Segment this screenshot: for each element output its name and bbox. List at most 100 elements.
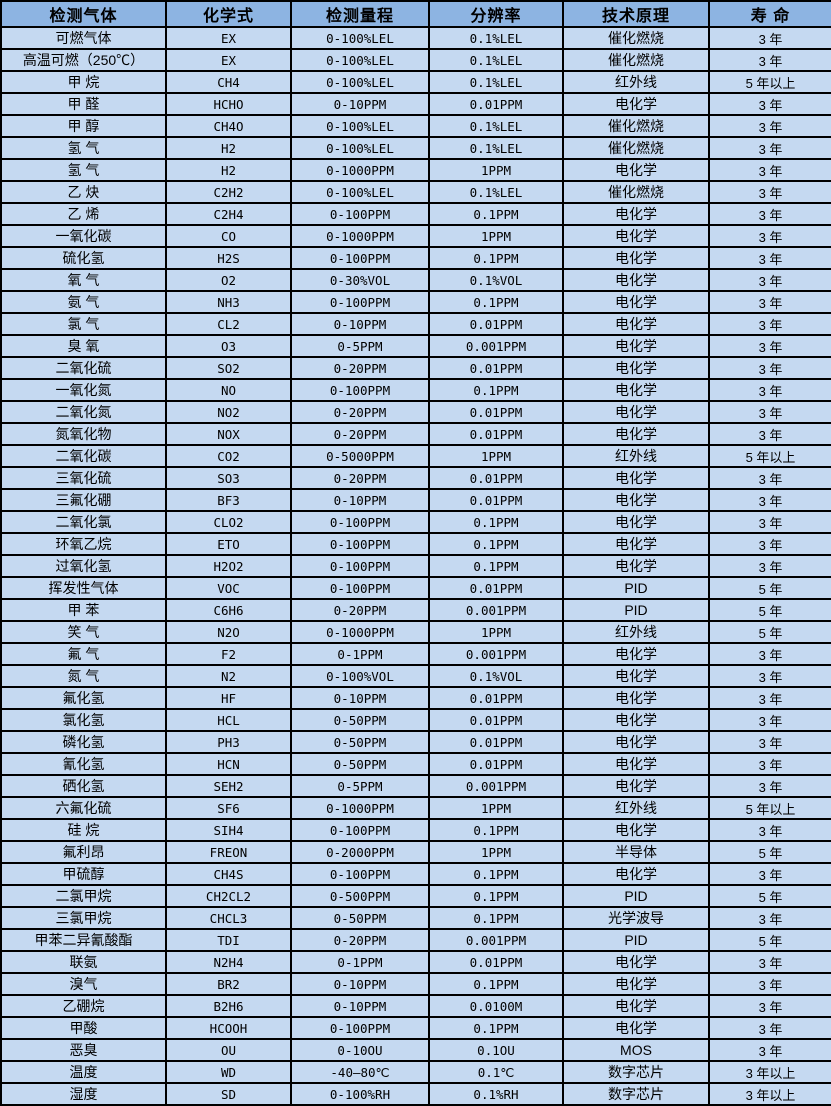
cell-principle: 电化学 <box>562 268 710 292</box>
cell-formula: CO2 <box>165 444 292 468</box>
cell-range: 0-1000PPM <box>290 224 430 248</box>
cell-gas: 二氯甲烷 <box>0 884 167 908</box>
cell-resolution: 0.01PPM <box>428 686 564 710</box>
cell-range: 0-100%LEL <box>290 180 430 204</box>
cell-principle: 电化学 <box>562 334 710 358</box>
cell-lifespan: 3 年 <box>708 862 831 886</box>
cell-principle: 数字芯片 <box>562 1082 710 1106</box>
cell-gas: 湿度 <box>0 1082 167 1106</box>
cell-formula: SD <box>165 1082 292 1106</box>
cell-resolution: 0.1PPM <box>428 290 564 314</box>
cell-resolution: 0.01PPM <box>428 488 564 512</box>
cell-resolution: 0.1%LEL <box>428 114 564 138</box>
cell-range: 0-30%VOL <box>290 268 430 292</box>
cell-resolution: 0.1PPM <box>428 532 564 556</box>
cell-resolution: 0.1%VOL <box>428 268 564 292</box>
cell-principle: 催化燃烧 <box>562 114 710 138</box>
cell-principle: 红外线 <box>562 620 710 644</box>
cell-formula: OU <box>165 1038 292 1062</box>
cell-range: 0-10PPM <box>290 972 430 996</box>
table-row: 二氧化氮 NO2 0-20PPM 0.01PPM 电化学 3 年 <box>0 400 831 424</box>
cell-formula: SO2 <box>165 356 292 380</box>
cell-formula: SF6 <box>165 796 292 820</box>
table-row: 三氧化硫 SO3 0-20PPM 0.01PPM 电化学 3 年 <box>0 466 831 490</box>
cell-lifespan: 3 年以上 <box>708 1060 831 1084</box>
table-row: 氨 气 NH3 0-100PPM 0.1PPM 电化学 3 年 <box>0 290 831 314</box>
cell-principle: 电化学 <box>562 664 710 688</box>
cell-range: 0-20PPM <box>290 422 430 446</box>
table-row: 磷化氢 PH3 0-50PPM 0.01PPM 电化学 3 年 <box>0 730 831 754</box>
cell-gas: 六氟化硫 <box>0 796 167 820</box>
cell-resolution: 0.1%LEL <box>428 70 564 94</box>
cell-lifespan: 5 年以上 <box>708 70 831 94</box>
header-row: 检测气体 化学式 检测量程 分辨率 技术原理 寿 命 <box>0 0 831 28</box>
cell-gas: 磷化氢 <box>0 730 167 754</box>
cell-principle: 数字芯片 <box>562 1060 710 1084</box>
cell-formula: CL2 <box>165 312 292 336</box>
cell-range: 0-2000PPM <box>290 840 430 864</box>
cell-gas: 三氟化硼 <box>0 488 167 512</box>
cell-lifespan: 3 年 <box>708 686 831 710</box>
cell-resolution: 0.001PPM <box>428 642 564 666</box>
cell-principle: 电化学 <box>562 686 710 710</box>
cell-principle: 电化学 <box>562 950 710 974</box>
table-row: 三氯甲烷 CHCL3 0-50PPM 0.1PPM 光学波导 3 年 <box>0 906 831 930</box>
cell-principle: 电化学 <box>562 994 710 1018</box>
cell-formula: PH3 <box>165 730 292 754</box>
cell-principle: 电化学 <box>562 290 710 314</box>
cell-principle: 电化学 <box>562 378 710 402</box>
cell-gas: 甲酸 <box>0 1016 167 1040</box>
cell-lifespan: 3 年 <box>708 92 831 116</box>
cell-range: 0-100%VOL <box>290 664 430 688</box>
cell-principle: MOS <box>562 1038 710 1062</box>
cell-range: 0-10PPM <box>290 312 430 336</box>
cell-lifespan: 5 年以上 <box>708 444 831 468</box>
cell-resolution: 0.1OU <box>428 1038 564 1062</box>
cell-gas: 乙硼烷 <box>0 994 167 1018</box>
cell-lifespan: 3 年 <box>708 906 831 930</box>
cell-principle: 电化学 <box>562 92 710 116</box>
cell-gas: 甲 醇 <box>0 114 167 138</box>
cell-range: 0-50PPM <box>290 730 430 754</box>
table-row: 笑 气 N2O 0-1000PPM 1PPM 红外线 5 年 <box>0 620 831 644</box>
cell-lifespan: 3 年 <box>708 642 831 666</box>
cell-gas: 挥发性气体 <box>0 576 167 600</box>
table-row: 臭 氧 O3 0-5PPM 0.001PPM 电化学 3 年 <box>0 334 831 358</box>
cell-formula: BF3 <box>165 488 292 512</box>
cell-principle: 催化燃烧 <box>562 136 710 160</box>
table-row: 氟 气 F2 0-1PPM 0.001PPM 电化学 3 年 <box>0 642 831 666</box>
cell-principle: 电化学 <box>562 246 710 270</box>
cell-formula: EX <box>165 48 292 72</box>
cell-range: 0-100PPM <box>290 532 430 556</box>
header-cell-resolution: 分辨率 <box>428 0 564 28</box>
cell-formula: CH4 <box>165 70 292 94</box>
header-cell-principle: 技术原理 <box>562 0 710 28</box>
cell-resolution: 0.1PPM <box>428 510 564 534</box>
table-row: 温度 WD -40—80℃ 0.1℃ 数字芯片 3 年以上 <box>0 1060 831 1084</box>
cell-principle: 电化学 <box>562 356 710 380</box>
cell-principle: 红外线 <box>562 70 710 94</box>
cell-gas: 氧 气 <box>0 268 167 292</box>
cell-lifespan: 3 年 <box>708 1038 831 1062</box>
table-row: 湿度 SD 0-100%RH 0.1%RH 数字芯片 3 年以上 <box>0 1082 831 1106</box>
cell-range: 0-50PPM <box>290 708 430 732</box>
cell-range: 0-1PPM <box>290 642 430 666</box>
table-row: 二氧化碳 CO2 0-5000PPM 1PPM 红外线 5 年以上 <box>0 444 831 468</box>
cell-lifespan: 3 年 <box>708 180 831 204</box>
table-row: 联氨 N2H4 0-1PPM 0.01PPM 电化学 3 年 <box>0 950 831 974</box>
cell-range: 0-100PPM <box>290 862 430 886</box>
cell-gas: 硅 烷 <box>0 818 167 842</box>
cell-lifespan: 3 年 <box>708 818 831 842</box>
table-row: 甲 苯 C6H6 0-20PPM 0.001PPM PID 5 年 <box>0 598 831 622</box>
cell-principle: 电化学 <box>562 510 710 534</box>
header-cell-range: 检测量程 <box>290 0 430 28</box>
table-row: 甲酸 HCOOH 0-100PPM 0.1PPM 电化学 3 年 <box>0 1016 831 1040</box>
cell-resolution: 0.1PPM <box>428 246 564 270</box>
cell-gas: 臭 氧 <box>0 334 167 358</box>
cell-gas: 一氧化碳 <box>0 224 167 248</box>
table-row: 硫化氢 H2S 0-100PPM 0.1PPM 电化学 3 年 <box>0 246 831 270</box>
cell-lifespan: 3 年 <box>708 950 831 974</box>
cell-lifespan: 3 年 <box>708 26 831 50</box>
cell-principle: 电化学 <box>562 554 710 578</box>
